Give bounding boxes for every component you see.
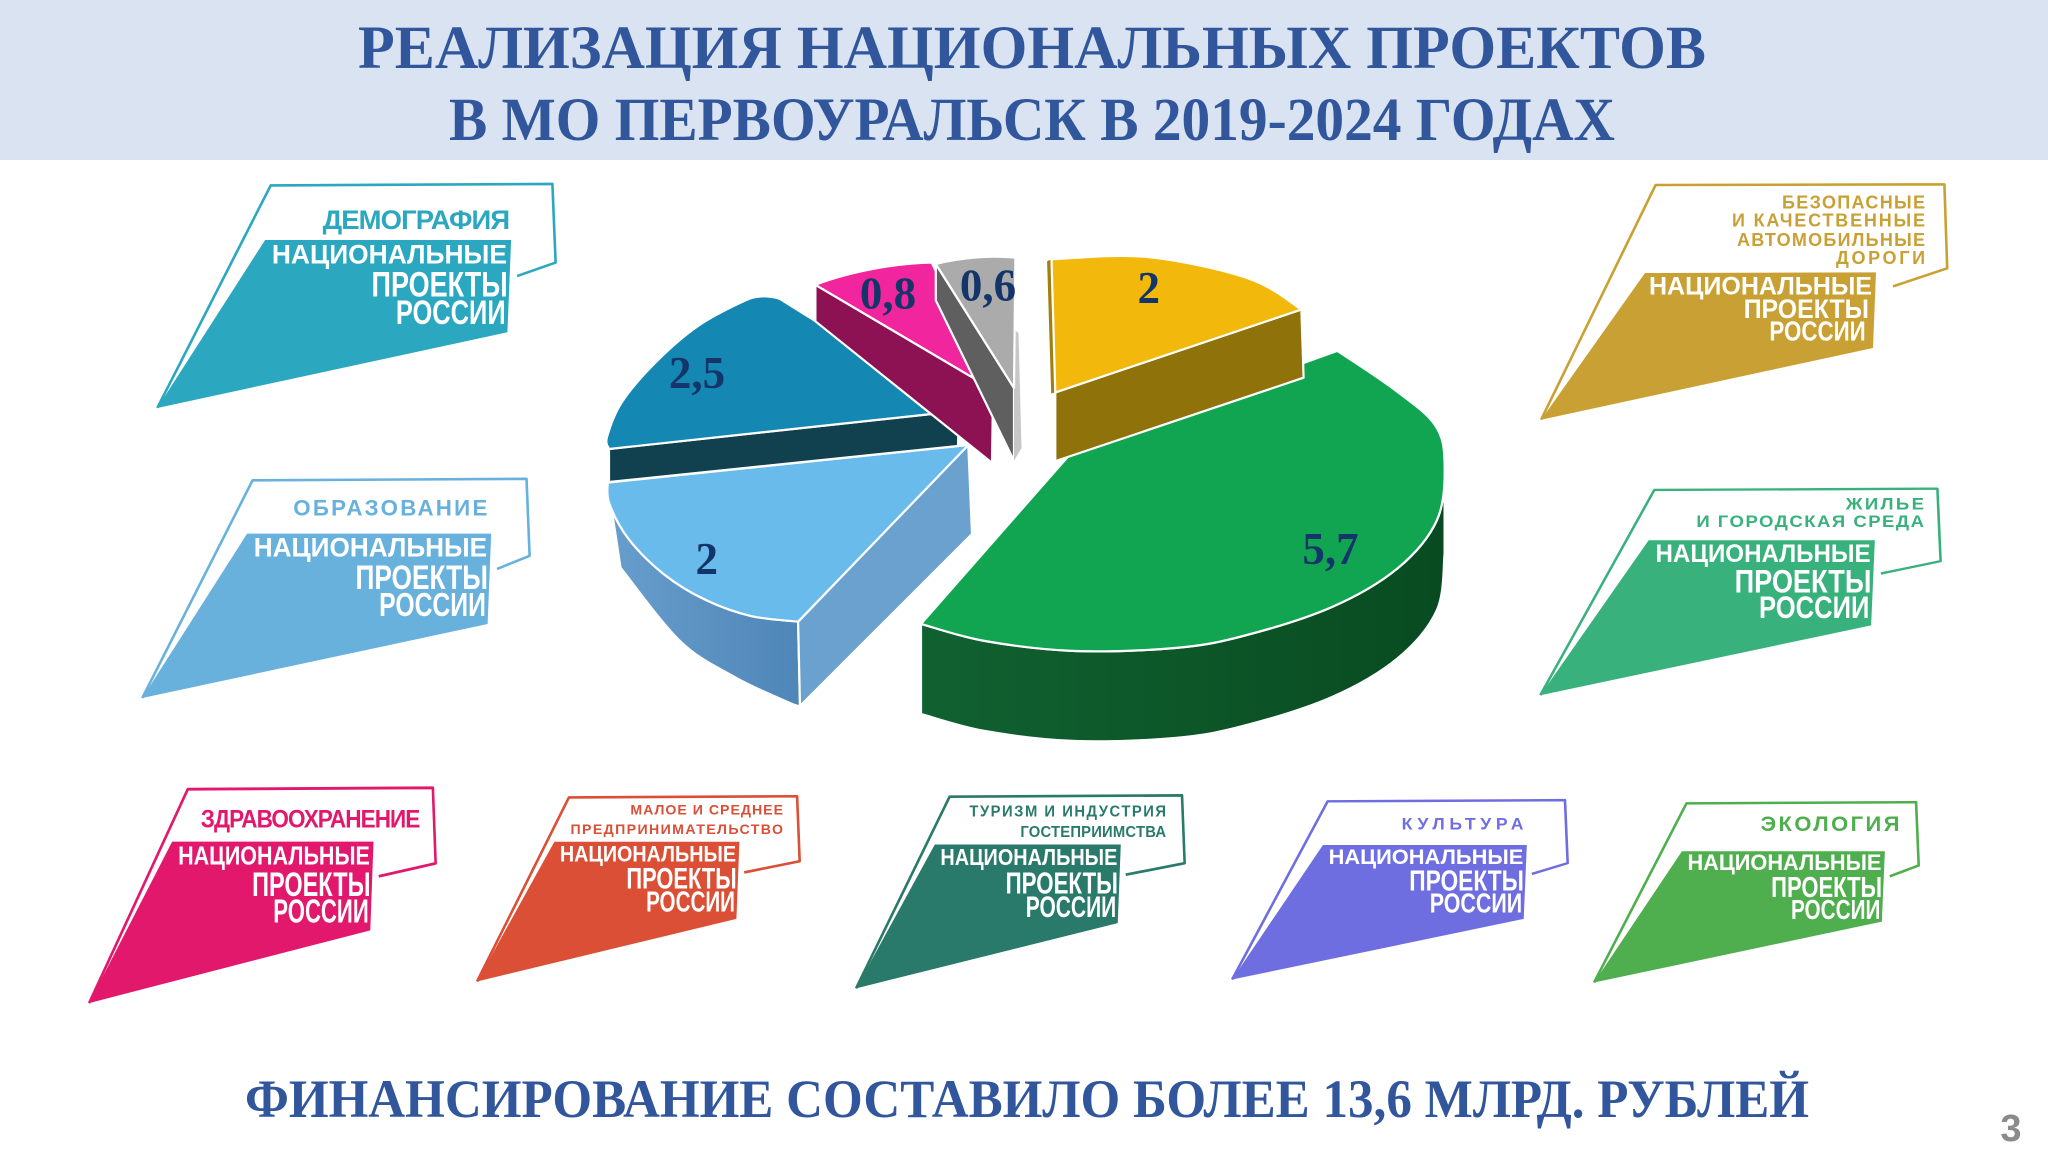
svg-text:В МО ПЕРВОУРАЛЬСК В 2019-2024: В МО ПЕРВОУРАЛЬСК В 2019-2024 ГОДАХ: [449, 87, 1615, 154]
svg-text:МАЛОЕ И СРЕДНЕЕ: МАЛОЕ И СРЕДНЕЕ: [630, 802, 783, 818]
svg-text:НАЦИОНАЛЬНЫЕ: НАЦИОНАЛЬНЫЕ: [1655, 539, 1870, 567]
svg-text:ПРОЕКТЫ: ПРОЕКТЫ: [1006, 867, 1118, 900]
svg-text:0,8: 0,8: [860, 269, 916, 319]
svg-text:РОССИИ: РОССИИ: [273, 892, 368, 929]
svg-text:РОССИИ: РОССИИ: [1759, 590, 1869, 625]
svg-text:ПРОЕКТЫ: ПРОЕКТЫ: [372, 265, 508, 305]
svg-text:3: 3: [2000, 1108, 2021, 1150]
svg-text:ПРОЕКТЫ: ПРОЕКТЫ: [1735, 564, 1872, 600]
svg-text:РЕАЛИЗАЦИЯ НАЦИОНАЛЬНЫХ ПРОЕКТ: РЕАЛИЗАЦИЯ НАЦИОНАЛЬНЫХ ПРОЕКТОВ: [358, 15, 1706, 82]
svg-text:ПРОЕКТЫ: ПРОЕКТЫ: [626, 864, 736, 896]
svg-text:2,5: 2,5: [669, 348, 725, 398]
svg-text:2: 2: [1137, 263, 1160, 313]
svg-text:ДОРОГИ: ДОРОГИ: [1836, 248, 1925, 268]
svg-text:НАЦИОНАЛЬНЫЕ: НАЦИОНАЛЬНЫЕ: [254, 533, 487, 563]
svg-text:ПРОЕКТЫ: ПРОЕКТЫ: [1744, 294, 1869, 324]
svg-text:0,6: 0,6: [960, 261, 1016, 311]
svg-text:НАЦИОНАЛЬНЫЕ: НАЦИОНАЛЬНЫЕ: [1649, 273, 1872, 301]
svg-text:НАЦИОНАЛЬНЫЕ: НАЦИОНАЛЬНЫЕ: [560, 841, 736, 866]
svg-text:НАЦИОНАЛЬНЫЕ: НАЦИОНАЛЬНЫЕ: [940, 844, 1117, 870]
svg-text:И КАЧЕСТВЕННЫЕ: И КАЧЕСТВЕННЫЕ: [1732, 211, 1925, 231]
svg-text:НАЦИОНАЛЬНЫЕ: НАЦИОНАЛЬНЫЕ: [272, 239, 507, 270]
svg-text:НАЦИОНАЛЬНЫЕ: НАЦИОНАЛЬНЫЕ: [178, 841, 370, 870]
svg-text:АВТОМОБИЛЬНЫЕ: АВТОМОБИЛЬНЫЕ: [1737, 230, 1925, 250]
svg-text:ГОСТЕПРИИМСТВА: ГОСТЕПРИИМСТВА: [1020, 824, 1166, 841]
svg-text:ТУРИЗМ И ИНДУСТРИЯ: ТУРИЗМ И ИНДУСТРИЯ: [969, 803, 1166, 820]
svg-text:ФИНАНСИРОВАНИЕ СОСТАВИЛО БОЛЕЕ: ФИНАНСИРОВАНИЕ СОСТАВИЛО БОЛЕЕ 13,6 МЛРД…: [245, 1069, 1809, 1129]
svg-text:ПРЕДПРИНИМАТЕЛЬСТВО: ПРЕДПРИНИМАТЕЛЬСТВО: [571, 822, 784, 838]
svg-text:ПРОЕКТЫ: ПРОЕКТЫ: [355, 559, 487, 597]
svg-text:5,7: 5,7: [1302, 524, 1358, 574]
svg-text:БЕЗОПАСНЫЕ: БЕЗОПАСНЫЕ: [1782, 193, 1925, 213]
svg-text:РОССИИ: РОССИИ: [379, 586, 486, 624]
svg-text:ПРОЕКТЫ: ПРОЕКТЫ: [1409, 865, 1524, 897]
svg-text:КУЛЬТУРА: КУЛЬТУРА: [1402, 815, 1524, 833]
svg-text:ПРОЕКТЫ: ПРОЕКТЫ: [1771, 872, 1882, 904]
svg-text:РОССИИ: РОССИИ: [1791, 894, 1880, 925]
svg-text:РОССИИ: РОССИИ: [646, 886, 735, 918]
svg-text:РОССИИ: РОССИИ: [396, 294, 506, 332]
svg-text:И ГОРОДСКАЯ СРЕДА: И ГОРОДСКАЯ СРЕДА: [1696, 512, 1924, 531]
svg-text:2: 2: [696, 534, 719, 584]
svg-text:РОССИИ: РОССИИ: [1026, 892, 1117, 924]
svg-text:ЗДРАВООХРАНЕНИЕ: ЗДРАВООХРАНЕНИЕ: [201, 806, 421, 833]
svg-text:НАЦИОНАЛЬНЫЕ: НАЦИОНАЛЬНЫЕ: [1329, 845, 1524, 869]
svg-text:НАЦИОНАЛЬНЫЕ: НАЦИОНАЛЬНЫЕ: [1687, 851, 1881, 876]
svg-text:ЭКОЛОГИЯ: ЭКОЛОГИЯ: [1760, 811, 1899, 836]
svg-text:РОССИИ: РОССИИ: [1769, 315, 1865, 346]
svg-text:ПРОЕКТЫ: ПРОЕКТЫ: [252, 865, 370, 904]
svg-text:ОБРАЗОВАНИЕ: ОБРАЗОВАНИЕ: [293, 495, 487, 520]
svg-text:РОССИИ: РОССИИ: [1430, 888, 1522, 919]
svg-text:ЖИЛЬЕ: ЖИЛЬЕ: [1845, 494, 1924, 513]
svg-text:ДЕМОГРАФИЯ: ДЕМОГРАФИЯ: [323, 204, 511, 235]
